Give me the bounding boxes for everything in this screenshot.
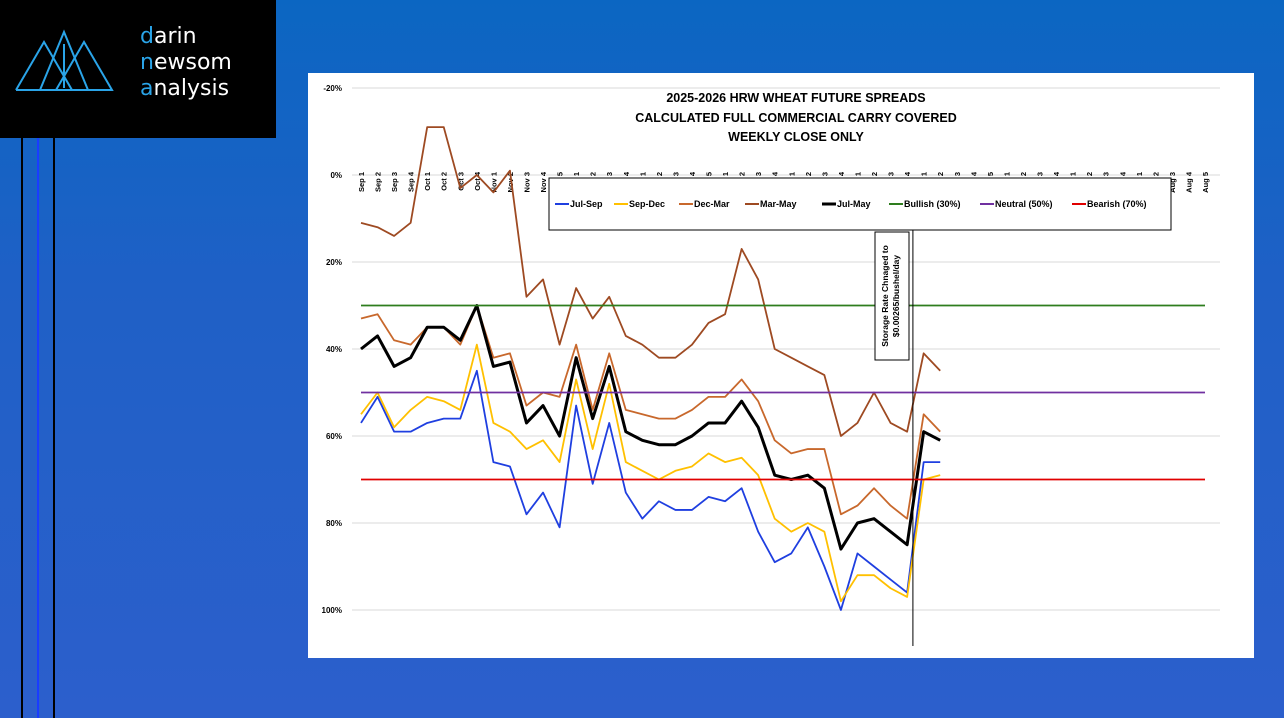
x-tick-label: Oct 4 (473, 171, 482, 191)
series-line (360, 304, 941, 551)
annotation-text: Storage Rate Chnaged to (880, 245, 890, 347)
legend (548, 177, 1172, 231)
x-tick-label: Nov 4 (539, 171, 548, 192)
chart-title: 2025-2026 HRW WHEAT FUTURE SPREADS (666, 91, 925, 105)
logo-icon (15, 29, 114, 91)
x-tick-label: Sep 3 (390, 172, 399, 192)
legend-label: Bearish (70%) (1087, 199, 1147, 209)
y-tick-label: 0% (330, 171, 342, 180)
x-tick-label: Nov 2 (506, 172, 515, 192)
chart-title: WEEKLY CLOSE ONLY (728, 130, 864, 144)
series-line (360, 304, 941, 520)
plot-panel (308, 73, 1254, 658)
x-tick-label: Nov 1 (489, 172, 498, 192)
y-tick-label: 100% (322, 606, 342, 615)
legend-label: Jul-May (837, 199, 871, 209)
legend-label: Mar-May (760, 199, 797, 209)
legend-label: Dec-Mar (694, 199, 730, 209)
logo: darin newsom analysis (0, 0, 276, 138)
series-line (360, 126, 941, 437)
y-tick-label: 40% (326, 345, 342, 354)
y-tick-label: 20% (326, 258, 342, 267)
y-tick-label: 60% (326, 432, 342, 441)
x-tick-label: Aug 5 (1201, 172, 1210, 193)
chart-title: CALCULATED FULL COMMERCIAL CARRY COVERED (635, 111, 957, 125)
legend-label: Jul-Sep (570, 199, 603, 209)
x-tick-label: Oct 3 (456, 172, 465, 191)
y-tick-label: 80% (326, 519, 342, 528)
annotation-box (874, 231, 910, 361)
legend-label: Sep-Dec (629, 199, 665, 209)
legend-label: Neutral (50%) (995, 199, 1053, 209)
x-tick-label: Oct 2 (440, 172, 449, 191)
x-tick-label: Aug 4 (1184, 171, 1193, 193)
series-line (360, 369, 941, 611)
x-tick-label: Oct 1 (423, 172, 432, 191)
annotation-text: $0.00265/bushel/day (891, 255, 901, 337)
series-line (360, 343, 941, 603)
x-tick-label: Sep 2 (374, 172, 383, 192)
logo-word: darin (140, 24, 197, 49)
x-tick-label: Sep 1 (357, 172, 366, 192)
y-tick-label: -20% (323, 84, 342, 93)
legend-label: Bullish (30%) (904, 199, 961, 209)
logo-word: analysis (140, 76, 230, 101)
x-tick-label: Nov 3 (522, 172, 531, 192)
x-tick-label: Aug 3 (1168, 172, 1177, 193)
logo-word: newsom (140, 50, 232, 75)
x-tick-label: Sep 4 (407, 171, 416, 192)
